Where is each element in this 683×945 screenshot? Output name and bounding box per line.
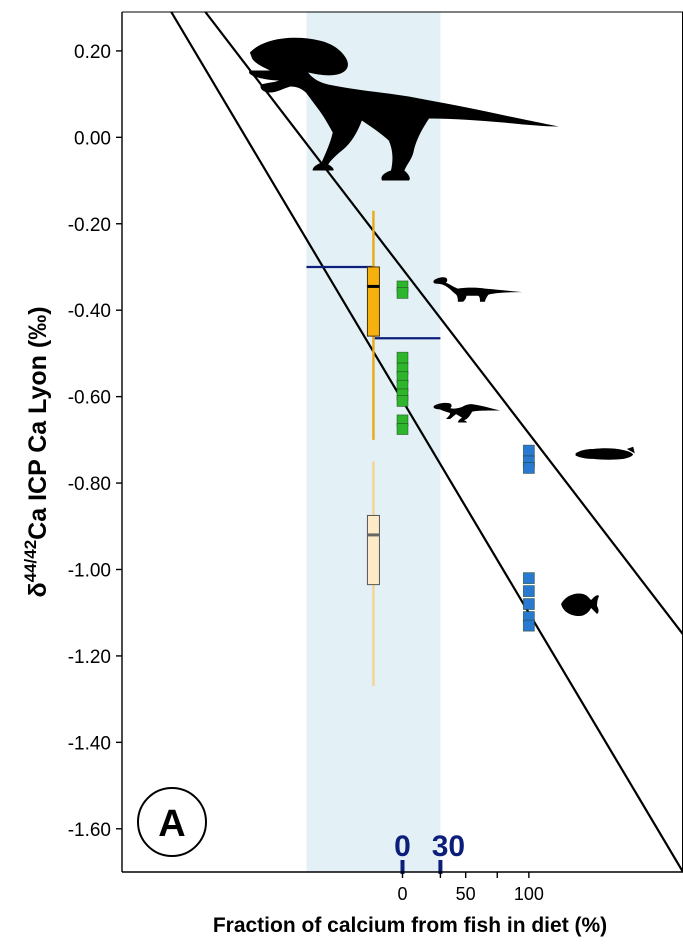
theropod-icon bbox=[248, 37, 559, 181]
data-point-fish-2 bbox=[522, 598, 535, 610]
fish-long-icon bbox=[575, 446, 635, 460]
regression-line-upper bbox=[204, 12, 683, 635]
data-point-fish-2 bbox=[522, 619, 535, 632]
x-tick-label: 0 bbox=[397, 884, 407, 904]
ornithopod-icon bbox=[433, 402, 501, 423]
y-axis-title-main: Ca ICP Ca Lyon (‰) bbox=[24, 306, 52, 539]
scatter-markers bbox=[396, 280, 535, 632]
y-axis-title: δ44/42Ca ICP Ca Lyon (‰) bbox=[21, 306, 52, 597]
y-tick-label: -0.60 bbox=[68, 388, 111, 409]
data-point-fish-2 bbox=[522, 585, 535, 597]
y-tick-label: -0.20 bbox=[68, 215, 111, 236]
y-axis-title-prefix: δ bbox=[24, 582, 52, 597]
x-tick-label: 50 bbox=[456, 884, 476, 904]
regression-lines bbox=[170, 12, 683, 872]
y-axis-title-superscript: 44/42 bbox=[21, 540, 40, 583]
panel-label-circle bbox=[137, 787, 207, 857]
boxplots bbox=[366, 210, 380, 687]
y-ticks: 0.20 0.00 -0.20 -0.40 -0.60 -0.80 -1.00 -1.20 -1… bbox=[68, 42, 122, 841]
box-body bbox=[366, 514, 380, 586]
y-tick-label: -1.00 bbox=[68, 560, 111, 581]
box-body bbox=[366, 266, 380, 337]
panel-label: A bbox=[158, 803, 185, 845]
y-tick-label: -1.40 bbox=[68, 733, 111, 754]
regression-line-lower bbox=[170, 12, 683, 872]
fish-round-icon bbox=[561, 593, 600, 617]
x-axis-title: Fraction of calcium from fish in diet (%… bbox=[213, 914, 607, 937]
range-marker-label: 0 bbox=[394, 830, 411, 863]
silhouettes bbox=[248, 37, 635, 617]
y-tick-label: -0.80 bbox=[68, 474, 111, 495]
x-ticks: 0 50 100 bbox=[397, 872, 544, 904]
y-tick-label: -0.40 bbox=[68, 301, 111, 322]
data-point-sauropod bbox=[396, 287, 409, 299]
y-tick-label: 0.00 bbox=[74, 128, 111, 149]
data-point-fish-2 bbox=[522, 572, 535, 585]
sauropod-icon bbox=[433, 277, 523, 302]
y-tick-label: 0.20 bbox=[74, 42, 111, 63]
x-tick-label: 100 bbox=[514, 884, 544, 904]
data-point-ornithopod bbox=[396, 395, 409, 407]
range-marker-label: 30 bbox=[432, 830, 465, 863]
data-point-fish-1 bbox=[522, 462, 535, 474]
shaded-band bbox=[306, 12, 441, 872]
data-point-ornithopod bbox=[396, 423, 409, 435]
y-tick-label: -1.60 bbox=[68, 820, 111, 841]
range-lines bbox=[306, 265, 441, 340]
y-tick-label: -1.20 bbox=[68, 647, 111, 668]
data-point-ornithopod bbox=[396, 351, 409, 364]
data-point-fish-1 bbox=[522, 444, 535, 457]
